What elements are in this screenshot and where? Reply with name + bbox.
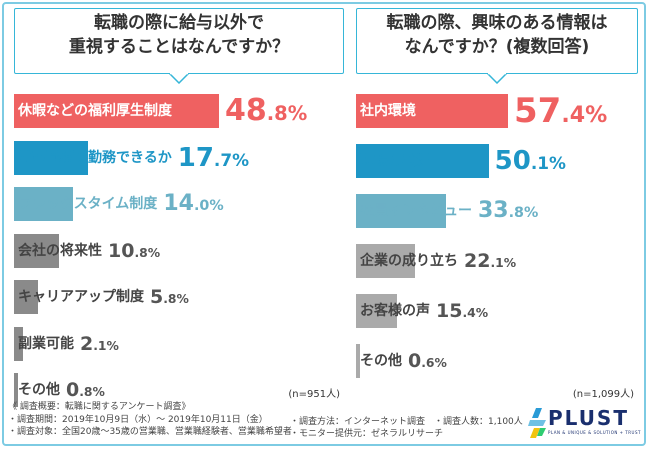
bar-row: 副業可能 2.1% bbox=[14, 326, 344, 361]
bar bbox=[14, 373, 18, 407]
bar-value: 14.0% bbox=[163, 191, 224, 216]
right-question-notch bbox=[487, 73, 507, 84]
bar-value: 5.8% bbox=[150, 286, 189, 308]
right-sample-note: (n=1,099人) bbox=[572, 389, 634, 400]
right-question-box: 転職の際、興味のある情報は なんですか？(複数回答) bbox=[356, 8, 638, 74]
survey-count: ・調査人数：1,100人 bbox=[434, 416, 523, 427]
bar-label: その他 bbox=[18, 382, 60, 398]
right-chart-panel: 転職の際、興味のある情報は なんですか？(複数回答) 社内環境 57.4% 現場の状… bbox=[356, 8, 638, 400]
bar-value: 17.7% bbox=[177, 142, 250, 173]
bar-value: 33.8% bbox=[478, 198, 539, 223]
bar-value: 48.8% bbox=[225, 93, 308, 128]
left-chart-panel: 転職の際に給与以外で 重視することはなんですか？ 休暇などの福利厚生制度 48.8… bbox=[14, 8, 344, 407]
bar-value: 10.8% bbox=[108, 239, 161, 262]
bar-label: お客様の声 bbox=[360, 303, 430, 319]
bar-label: 希望職種で勤務できるか bbox=[18, 149, 172, 166]
bar-label: 現場の状況 bbox=[360, 153, 430, 169]
bar-row: 企業の成り立ち 22.1% bbox=[356, 244, 638, 278]
bar-value: 0.8% bbox=[66, 379, 105, 401]
bar bbox=[14, 94, 219, 128]
bar-row: 会社の将来性 10.8% bbox=[14, 233, 344, 268]
bar-label: 社内環境 bbox=[360, 103, 416, 119]
bar-label: 副業可能 bbox=[18, 335, 74, 352]
bar bbox=[356, 94, 508, 128]
bar-row: その他 0.8% bbox=[14, 373, 344, 407]
bar-value: 0.6% bbox=[408, 350, 447, 372]
bar-value: 50.1% bbox=[494, 146, 566, 176]
bar bbox=[356, 244, 415, 278]
bar-value: 22.1% bbox=[464, 250, 517, 272]
bar bbox=[356, 344, 360, 378]
bar bbox=[14, 140, 89, 175]
bar bbox=[356, 294, 397, 328]
right-bars-area: 社内環境 57.4% 現場の状況 50.1% 社員インタビュー 33.8% 企業の成り立ち 2… bbox=[356, 94, 638, 400]
bar-label: その他 bbox=[360, 353, 402, 369]
survey-target: ・調査対象：全国20歳～35歳の営業職、営業職経験者、営業職希望者 bbox=[8, 427, 292, 437]
bar-row: 社員インタビュー 33.8% bbox=[356, 194, 638, 228]
bar-label: キャリアアップ制度 bbox=[18, 289, 144, 305]
bar-row: 休暇などの福利厚生制度 48.8% bbox=[14, 94, 344, 128]
bar-value: 57.4% bbox=[514, 91, 608, 131]
bar bbox=[356, 144, 489, 178]
bar bbox=[14, 187, 73, 221]
bar bbox=[356, 194, 446, 228]
bar-label: フレックスタイム制度 bbox=[18, 196, 158, 212]
outer-frame bbox=[2, 2, 646, 446]
left-bars-area: 休暇などの福利厚生制度 48.8% 希望職種で勤務できるか 17.7% フレックスタイム… bbox=[14, 94, 344, 407]
logo-name: PLUST bbox=[548, 406, 629, 430]
bar-row: 希望職種で勤務できるか 17.7% bbox=[14, 140, 344, 175]
plust-logo-mark-icon bbox=[528, 408, 546, 438]
bar-row: お客様の声 15.4% bbox=[356, 294, 638, 328]
left-question-notch bbox=[169, 73, 189, 84]
bar-row: 現場の状況 50.1% bbox=[356, 144, 638, 178]
bar-row: キャリアアップ制度 5.8% bbox=[14, 280, 344, 314]
bar-value: 2.1% bbox=[80, 332, 119, 355]
bar-value: 15.4% bbox=[436, 300, 489, 322]
bar-label: 休暇などの福利厚生制度 bbox=[18, 103, 172, 119]
bar-label: 社員インタビュー bbox=[360, 203, 472, 219]
logo-tagline: PLAN & UNIQUE & SOLUTION + TRUST bbox=[548, 430, 641, 435]
bar-label: 企業の成り立ち bbox=[360, 253, 458, 269]
left-question-box: 転職の際に給与以外で 重視することはなんですか？ bbox=[14, 8, 344, 74]
survey-summary: 《 調査概要：転職に関するアンケート調査》 ・調査期間：2019年10月9日（水… bbox=[8, 401, 292, 439]
left-chart-title: 転職の際に給与以外で 重視することはなんですか？ bbox=[68, 13, 290, 57]
right-chart-title: 転職の際、興味のある情報は なんですか？(複数回答) bbox=[386, 13, 608, 57]
survey-heading: 《 調査概要：転職に関するアンケート調査》 bbox=[8, 402, 191, 412]
bar bbox=[14, 280, 39, 314]
survey-method: ・調査方法：インターネット調査 bbox=[290, 416, 426, 427]
bar-row: その他 0.6% bbox=[356, 344, 638, 378]
survey-provider: ・モニター提供元：ゼネラルリサーチ bbox=[290, 429, 444, 439]
plust-logo: PLUST PLAN & UNIQUE & SOLUTION + TRUST bbox=[528, 406, 641, 442]
bar-label: 会社の将来性 bbox=[18, 242, 102, 259]
bar-row: 社内環境 57.4% bbox=[356, 94, 638, 128]
left-sample-note: (n=951人) bbox=[288, 389, 340, 400]
bar-row: フレックスタイム制度 14.0% bbox=[14, 187, 344, 221]
bar bbox=[14, 326, 23, 361]
survey-period: ・調査期間：2019年10月9日（水）～ 2019年10月11日（金） bbox=[8, 414, 268, 425]
bar bbox=[14, 233, 60, 268]
